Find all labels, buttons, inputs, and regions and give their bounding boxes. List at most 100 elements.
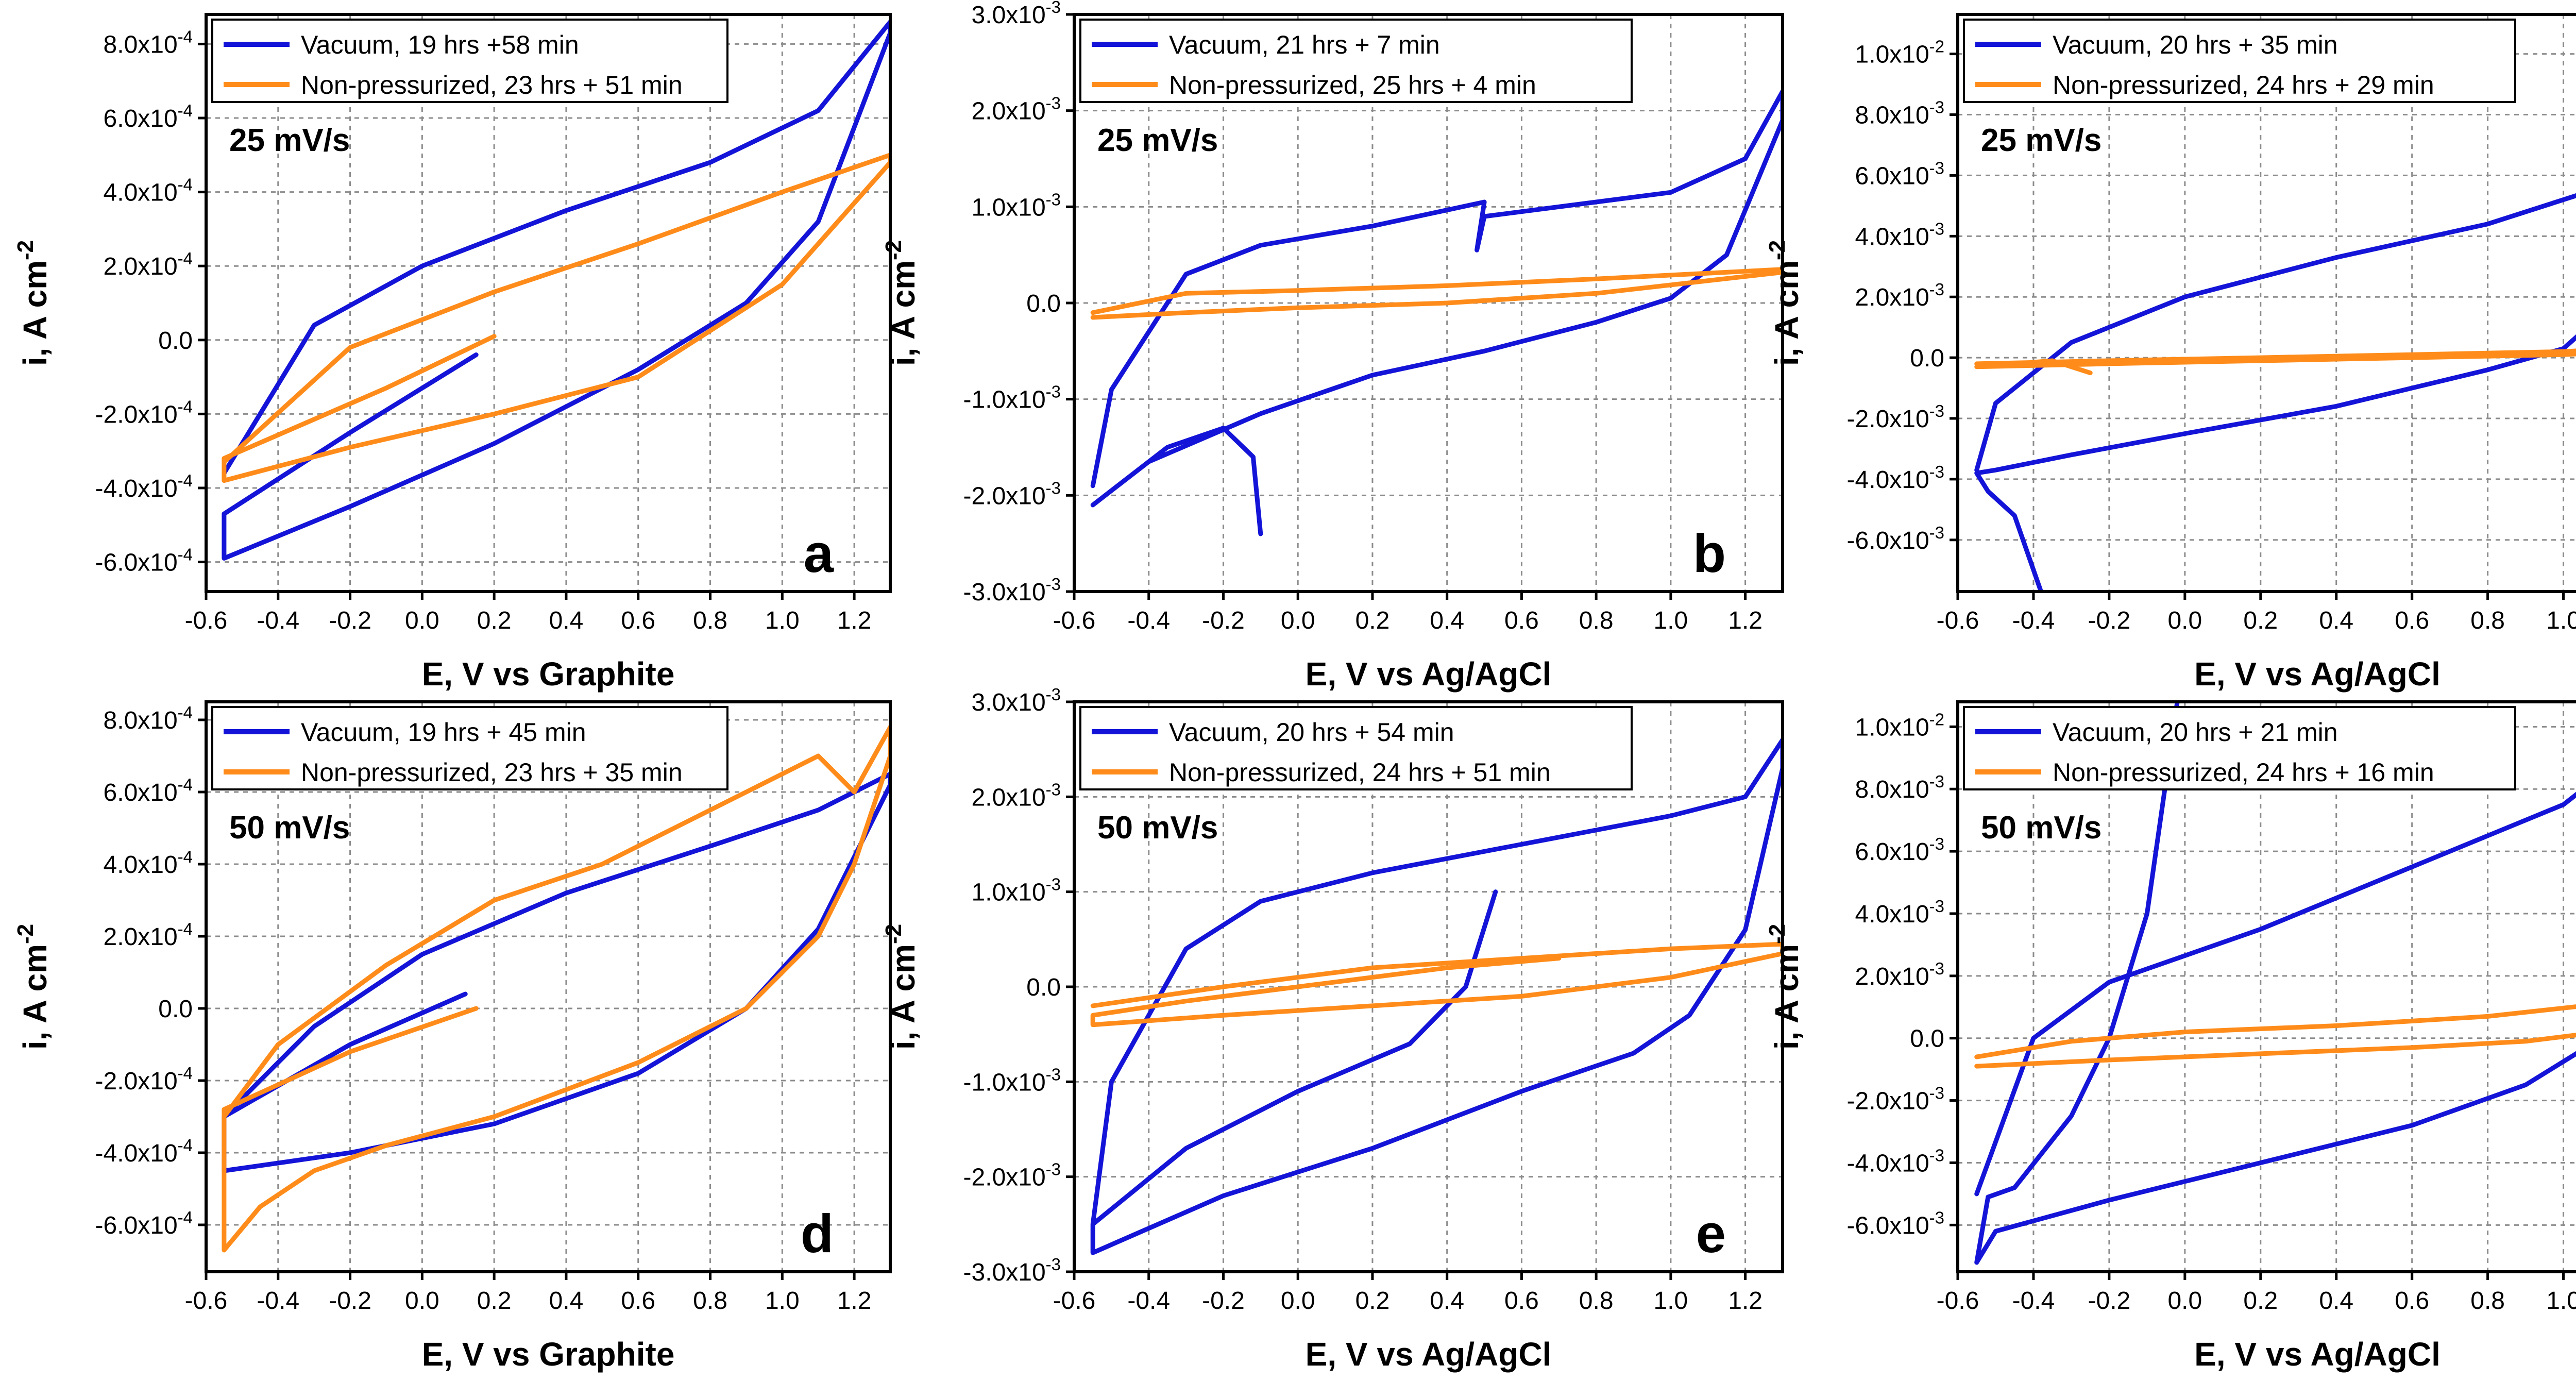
legend-entry-label: Vacuum, 19 hrs + 45 min	[301, 718, 586, 747]
legend-box	[1963, 706, 2516, 790]
x-axis-title: E, V vs Ag/AgCl	[1306, 655, 1552, 693]
y-tick-label: -3.0x10-3	[963, 575, 1061, 606]
y-tick-label: 6.0x10-4	[104, 101, 193, 132]
x-tick-label: -0.2	[2088, 607, 2131, 634]
legend-box	[1079, 706, 1633, 790]
legend-entry-label: Non-pressurized, 23 hrs + 51 min	[301, 71, 683, 99]
legend-entry-label: Non-pressurized, 24 hrs + 16 min	[2053, 758, 2434, 787]
y-tick-label: -3.0x10-3	[963, 1255, 1061, 1286]
y-tick-label: -6.0x10-3	[1847, 1208, 1944, 1239]
panel-d: -0.6 -0.4 -0.2 0.0 0.2 0.4 0.6 0.8 1.0 1.2 -6.0x10…	[13, 700, 892, 1373]
x-tick-label: 0.6	[621, 1287, 655, 1315]
y-tick-label: 0.0	[1910, 345, 1944, 372]
nonpressurized-series-line	[1974, 348, 2576, 376]
x-tick-label: -0.4	[257, 607, 299, 634]
vacuum-series-line	[1974, 193, 2576, 592]
y-tick-label: 3.0x10-3	[972, 0, 1061, 29]
x-tick-label: 1.2	[837, 1287, 872, 1315]
x-axis-title: E, V vs Ag/AgCl	[2194, 655, 2441, 693]
x-tick-label: 0.8	[693, 607, 727, 634]
legend-entry-label: Vacuum, 19 hrs +58 min	[301, 30, 579, 59]
y-tick-label: -1.0x10-3	[963, 1065, 1061, 1096]
legend-entry-label: Vacuum, 20 hrs + 54 min	[1169, 718, 1454, 747]
y-tick-label: 2.0x10-3	[1855, 959, 1944, 990]
x-tick-label: 1.0	[765, 607, 800, 634]
y-tick-label: -2.0x10-3	[1847, 1084, 1944, 1115]
x-tick-label: 0.6	[2395, 1287, 2429, 1315]
legend-entry-label: Vacuum, 20 hrs + 35 min	[2053, 30, 2338, 59]
legend-entry-label: Non-pressurized, 25 hrs + 4 min	[1169, 71, 1536, 99]
y-tick-label: 0.0	[1026, 290, 1061, 317]
x-tick-label: 0.0	[2167, 1287, 2202, 1315]
vacuum-series-line	[1090, 737, 1783, 1255]
x-tick-label: 1.0	[1654, 607, 1688, 634]
x-tick-label: 1.0	[1654, 1287, 1688, 1315]
panel-letter: a	[804, 524, 835, 584]
scan-rate-label: 25 mV/s	[1097, 123, 1218, 158]
y-tick-label: 4.0x10-4	[104, 847, 193, 879]
y-tick-label: 8.0x10-3	[1855, 98, 1944, 129]
y-tick-label: -2.0x10-3	[1847, 401, 1944, 433]
y-tick-label: 1.0x10-3	[972, 190, 1061, 221]
x-tick-label: 1.2	[1728, 1287, 1762, 1315]
nonpressurized-series-line	[222, 153, 890, 483]
panel-e: -0.6 -0.4 -0.2 0.0 0.2 0.4 0.6 0.8 1.0 1.2 -3.0x10…	[881, 685, 1784, 1373]
x-tick-label: 0.8	[693, 1287, 727, 1315]
scan-rate-label: 25 mV/s	[229, 123, 350, 158]
y-axis-title: i, A cm-2	[1765, 924, 1805, 1050]
x-tick-label: 0.0	[1281, 1287, 1315, 1315]
vacuum-series-line	[1974, 702, 2576, 1265]
x-tick-label: 1.2	[1728, 607, 1762, 634]
x-tick-label: -0.2	[329, 607, 371, 634]
x-tick-label: 0.8	[2470, 607, 2505, 634]
y-tick-label: 4.0x10-3	[1855, 219, 1944, 250]
y-tick-label: -2.0x10-4	[95, 1064, 193, 1095]
panel-letter: d	[801, 1204, 834, 1264]
x-tick-label: 0.4	[549, 1287, 584, 1315]
x-tick-label: -0.4	[1127, 1287, 1170, 1315]
x-tick-label: 1.0	[2546, 1287, 2576, 1315]
legend-entry-label: Non-pressurized, 23 hrs + 35 min	[301, 758, 683, 787]
x-tick-label: -0.6	[1053, 607, 1096, 634]
y-tick-label: 1.0x10-3	[972, 875, 1061, 906]
plot-frame	[1956, 13, 2576, 593]
x-axis-title: E, V vs Graphite	[422, 655, 675, 693]
x-tick-label: 0.2	[477, 1287, 512, 1315]
y-tick-label: -4.0x10-3	[1847, 462, 1944, 494]
x-tick-label: -0.6	[1937, 607, 1979, 634]
y-tick-label: 3.0x10-3	[972, 685, 1061, 716]
plot-frame	[205, 700, 892, 1273]
y-tick-label: 6.0x10-4	[104, 775, 193, 806]
x-tick-label: -0.2	[1202, 607, 1245, 634]
plot-frame	[205, 13, 892, 593]
y-tick-label: -6.0x10-4	[95, 545, 193, 577]
x-tick-label: -0.4	[2012, 607, 2055, 634]
x-tick-label: 0.2	[477, 607, 512, 634]
x-tick-label: -0.4	[2012, 1287, 2055, 1315]
panel-a: -0.6 -0.4 -0.2 0.0 0.2 0.4 0.6 0.8 1.0 1.2 -6.0x10…	[13, 13, 892, 693]
x-tick-label: 0.4	[2319, 1287, 2353, 1315]
y-tick-label: 2.0x10-4	[104, 919, 193, 951]
x-tick-label: -0.4	[1127, 607, 1170, 634]
x-tick-label: 1.2	[837, 607, 872, 634]
legend-box	[1079, 19, 1633, 103]
y-tick-label: 2.0x10-3	[972, 780, 1061, 811]
nonpressurized-series-line	[222, 725, 890, 1253]
scan-rate-label: 50 mV/s	[229, 810, 350, 846]
x-tick-label: 1.0	[2546, 607, 2576, 634]
y-tick-label: -6.0x10-3	[1847, 523, 1944, 554]
x-tick-label: 0.4	[2319, 607, 2353, 634]
x-tick-label: 0.4	[1430, 607, 1464, 634]
x-tick-label: 0.8	[1579, 1287, 1614, 1315]
legend-entry-label: Non-pressurized, 24 hrs + 29 min	[2053, 71, 2434, 99]
y-axis-title: i, A cm-2	[13, 240, 54, 366]
y-tick-label: 8.0x10-3	[1855, 772, 1944, 803]
x-tick-label: 0.0	[405, 607, 439, 634]
y-tick-label: 6.0x10-3	[1855, 834, 1944, 866]
panel-letter: e	[1696, 1204, 1726, 1264]
x-tick-label: -0.6	[185, 607, 228, 634]
x-tick-label: 0.8	[2470, 1287, 2505, 1315]
x-tick-label: -0.4	[257, 1287, 299, 1315]
legend-entry-label: Vacuum, 20 hrs + 21 min	[2053, 718, 2338, 747]
